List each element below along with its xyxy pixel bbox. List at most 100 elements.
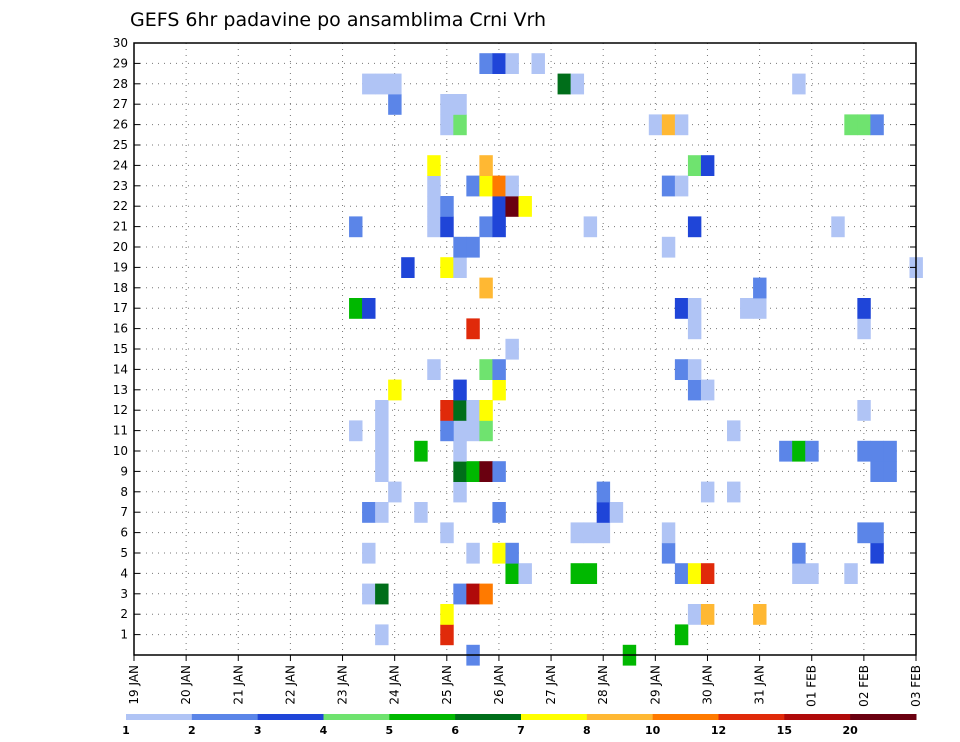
precip-cell xyxy=(349,216,363,238)
precip-cell xyxy=(453,461,467,482)
precip-cell xyxy=(857,440,871,462)
precip-cell xyxy=(453,94,467,115)
precip-cell xyxy=(505,53,519,74)
precip-cell xyxy=(349,298,363,319)
precip-cell xyxy=(375,420,389,442)
legend-label: 7 xyxy=(517,724,525,737)
legend-label: 3 xyxy=(254,724,262,737)
y-tick-label: 7 xyxy=(120,505,128,519)
y-tick-label: 2 xyxy=(120,607,128,621)
precip-cell xyxy=(792,542,806,564)
x-tick-label: 26 JAN xyxy=(492,665,506,705)
precip-cell xyxy=(466,175,480,197)
precip-cell xyxy=(648,114,663,136)
precip-cell xyxy=(844,563,858,584)
precip-cell xyxy=(453,400,467,421)
precip-cell xyxy=(466,420,480,442)
x-tick-label: 03 FEB xyxy=(909,665,923,707)
legend-swatch xyxy=(455,714,522,720)
precip-cell xyxy=(466,236,480,258)
y-tick-label: 3 xyxy=(120,587,128,601)
precip-cell xyxy=(492,216,506,238)
y-tick-label: 11 xyxy=(113,424,128,438)
x-tick-label: 19 JAN xyxy=(127,665,141,705)
y-tick-label: 6 xyxy=(120,526,128,540)
legend-swatch xyxy=(257,714,324,720)
y-tick-label: 20 xyxy=(113,240,128,254)
precip-cell xyxy=(362,502,376,523)
x-tick-label: 20 JAN xyxy=(179,665,193,705)
precip-cell xyxy=(453,583,467,605)
precip-cell xyxy=(492,359,506,380)
x-tick-label: 29 JAN xyxy=(648,665,662,705)
precip-cell xyxy=(674,298,689,319)
y-tick-label: 16 xyxy=(113,322,128,336)
precip-cell xyxy=(427,155,441,176)
legend-swatch xyxy=(191,714,259,720)
legend-label: 4 xyxy=(320,724,328,737)
precip-cell xyxy=(492,175,506,197)
x-tick-label: 22 JAN xyxy=(283,665,297,705)
precip-cell xyxy=(857,114,871,136)
legend-swatch xyxy=(850,714,917,720)
y-tick-label: 17 xyxy=(113,301,128,315)
x-tick-label: 02 FEB xyxy=(857,665,871,707)
precip-cell xyxy=(674,114,689,136)
precip-cell xyxy=(518,563,532,584)
precip-cell xyxy=(388,73,402,95)
precip-cell xyxy=(727,420,741,442)
precip-cell xyxy=(870,542,884,564)
precip-cell xyxy=(375,461,389,482)
precip-cell xyxy=(583,522,598,544)
precip-cell xyxy=(505,563,519,584)
x-tick-label: 25 JAN xyxy=(440,665,454,705)
precip-cell xyxy=(453,236,467,258)
precip-cell xyxy=(349,420,363,442)
precip-cell xyxy=(583,563,598,584)
legend-label: 20 xyxy=(843,724,859,737)
precip-cell xyxy=(466,583,480,605)
precip-cell xyxy=(375,624,389,646)
precip-cell xyxy=(661,542,676,564)
y-tick-label: 15 xyxy=(113,342,128,356)
precip-cell xyxy=(661,175,676,197)
precip-cell xyxy=(792,440,806,462)
legend-label: 6 xyxy=(451,724,459,737)
precip-cell xyxy=(700,604,715,625)
precip-cell xyxy=(700,379,715,401)
precip-cell xyxy=(753,298,767,319)
y-tick-label: 5 xyxy=(120,546,128,560)
x-tick-label: 31 JAN xyxy=(753,665,767,705)
precip-cell xyxy=(362,298,376,319)
precip-cell xyxy=(440,196,454,217)
legend-label: 5 xyxy=(386,724,394,737)
y-tick-label: 23 xyxy=(113,179,128,193)
precip-cell xyxy=(362,73,376,95)
precip-cell xyxy=(505,175,519,197)
precip-cell xyxy=(440,216,454,238)
precip-cell xyxy=(479,216,493,238)
precip-cell xyxy=(388,94,402,115)
y-tick-label: 1 xyxy=(120,628,128,642)
y-tick-label: 25 xyxy=(113,138,128,152)
precip-cell xyxy=(362,542,376,564)
precip-cell xyxy=(479,420,493,442)
precip-cell xyxy=(388,481,402,503)
precip-cell xyxy=(505,542,519,564)
x-tick-label: 01 FEB xyxy=(805,665,819,707)
precip-cell xyxy=(375,440,389,462)
precip-cell xyxy=(414,502,428,523)
y-tick-label: 28 xyxy=(113,77,128,91)
precip-cell xyxy=(687,379,702,401)
precip-cell xyxy=(687,563,702,584)
legend-swatch xyxy=(718,714,785,720)
precip-cell xyxy=(440,114,454,136)
precip-cell xyxy=(870,114,884,136)
legend-label: 15 xyxy=(777,724,792,737)
precip-cell xyxy=(687,216,702,238)
precip-cell xyxy=(375,502,389,523)
legend-label: 8 xyxy=(583,724,591,737)
precip-cell xyxy=(883,461,897,482)
y-tick-label: 4 xyxy=(120,566,128,580)
precip-cell xyxy=(792,563,806,584)
